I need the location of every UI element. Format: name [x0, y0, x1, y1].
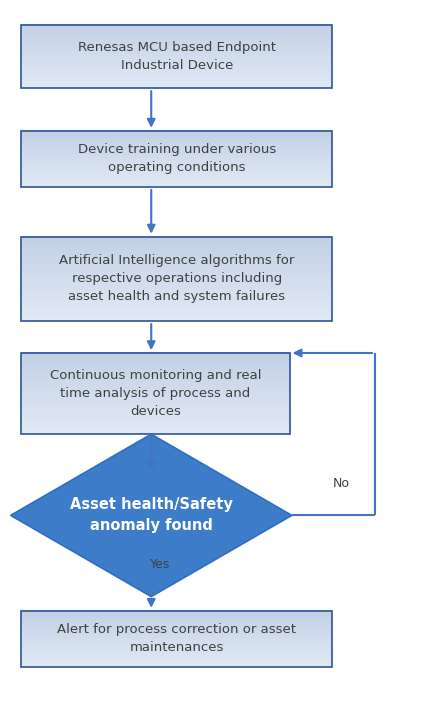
- Text: Asset health/Safety
anomaly found: Asset health/Safety anomaly found: [70, 498, 233, 533]
- Bar: [21, 237, 332, 321]
- Polygon shape: [11, 434, 292, 597]
- Bar: [21, 25, 332, 88]
- Bar: [21, 131, 332, 187]
- Text: Artificial Intelligence algorithms for
respective operations including
asset hea: Artificial Intelligence algorithms for r…: [59, 254, 294, 304]
- Text: Alert for process correction or asset
maintenances: Alert for process correction or asset ma…: [57, 623, 296, 654]
- Bar: [21, 353, 290, 434]
- Text: Renesas MCU based Endpoint
Industrial Device: Renesas MCU based Endpoint Industrial De…: [78, 41, 276, 72]
- Text: Yes: Yes: [150, 558, 170, 571]
- Text: Device training under various
operating conditions: Device training under various operating …: [78, 143, 276, 174]
- Text: No: No: [332, 477, 349, 490]
- Bar: [21, 611, 332, 667]
- Text: Continuous monitoring and real
time analysis of process and
devices: Continuous monitoring and real time anal…: [50, 369, 261, 418]
